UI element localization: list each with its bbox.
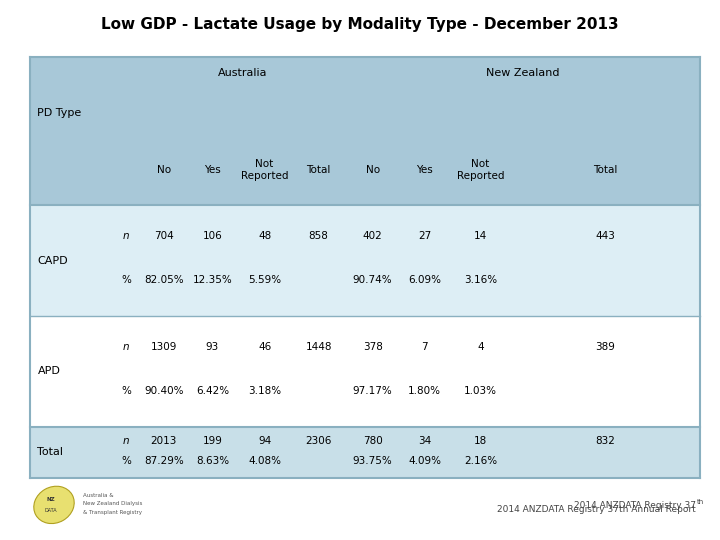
Text: 14: 14 [474,231,487,241]
Text: 2014 ANZDATA Registry 37th Annual Report: 2014 ANZDATA Registry 37th Annual Report [498,505,696,514]
Text: Low GDP - Lactate Usage by Modality Type - December 2013: Low GDP - Lactate Usage by Modality Type… [102,17,618,32]
Text: 34: 34 [418,436,431,446]
Text: 2013: 2013 [150,436,177,446]
Text: DATA: DATA [44,508,57,513]
Text: 12.35%: 12.35% [192,275,233,286]
Text: New Zealand Dialysis: New Zealand Dialysis [83,501,142,507]
Text: 199: 199 [202,436,222,446]
Text: 4.09%: 4.09% [408,456,441,467]
Text: NZ: NZ [46,497,55,502]
Bar [30,57,700,205]
Text: 1448: 1448 [305,342,332,352]
Ellipse shape [34,486,74,524]
Text: %: % [121,456,131,467]
Text: 6.42%: 6.42% [196,386,229,396]
Bar [30,205,700,316]
Bar [30,427,700,478]
Text: Not
Reported: Not Reported [457,159,504,181]
Text: & Transplant Registry: & Transplant Registry [83,510,142,515]
Text: 378: 378 [363,342,382,352]
Text: 82.05%: 82.05% [144,275,184,286]
Text: Not
Reported: Not Reported [241,159,288,181]
Text: 402: 402 [363,231,382,241]
Text: No: No [366,165,379,175]
Text: CAPD: CAPD [37,255,68,266]
Text: 4: 4 [477,342,484,352]
Bar [30,316,700,427]
Text: 443: 443 [595,231,616,241]
Text: 4.08%: 4.08% [248,456,281,467]
Text: 90.74%: 90.74% [353,275,392,286]
Text: %: % [121,275,131,286]
Text: n: n [122,436,130,446]
Text: 832: 832 [595,436,616,446]
Text: New Zealand: New Zealand [486,68,559,78]
Text: 18: 18 [474,436,487,446]
Text: PD Type: PD Type [37,109,81,118]
Text: 7: 7 [421,342,428,352]
Text: 8.63%: 8.63% [196,456,229,467]
Text: 389: 389 [595,342,616,352]
Text: 704: 704 [154,231,174,241]
Text: 5.59%: 5.59% [248,275,282,286]
Text: 106: 106 [202,231,222,241]
Text: 93.75%: 93.75% [353,456,392,467]
Text: 858: 858 [309,231,328,241]
Text: 3.18%: 3.18% [248,386,282,396]
Text: 2.16%: 2.16% [464,456,498,467]
Text: 1.03%: 1.03% [464,386,497,396]
Text: n: n [122,231,130,241]
Text: Total: Total [593,165,618,175]
Text: 48: 48 [258,231,271,241]
Text: 46: 46 [258,342,271,352]
Text: %: % [121,386,131,396]
Text: 1309: 1309 [150,342,177,352]
Text: 1.80%: 1.80% [408,386,441,396]
Text: Total: Total [37,447,63,457]
Text: 97.17%: 97.17% [353,386,392,396]
Text: Australia: Australia [218,68,268,78]
Text: Australia &: Australia & [83,492,114,498]
Text: 3.16%: 3.16% [464,275,498,286]
Text: 2014 ANZDATA Registry 37: 2014 ANZDATA Registry 37 [575,501,696,510]
Text: 780: 780 [363,436,382,446]
Text: th: th [697,499,704,505]
Text: 6.09%: 6.09% [408,275,441,286]
Text: No: No [157,165,171,175]
Text: APD: APD [37,366,60,376]
Text: Total: Total [307,165,330,175]
Text: 27: 27 [418,231,431,241]
Text: 87.29%: 87.29% [144,456,184,467]
Text: Yes: Yes [416,165,433,175]
Text: Yes: Yes [204,165,221,175]
Text: 90.40%: 90.40% [144,386,184,396]
Text: 94: 94 [258,436,271,446]
Text: n: n [122,342,130,352]
Text: 2306: 2306 [305,436,332,446]
Text: 93: 93 [206,342,219,352]
